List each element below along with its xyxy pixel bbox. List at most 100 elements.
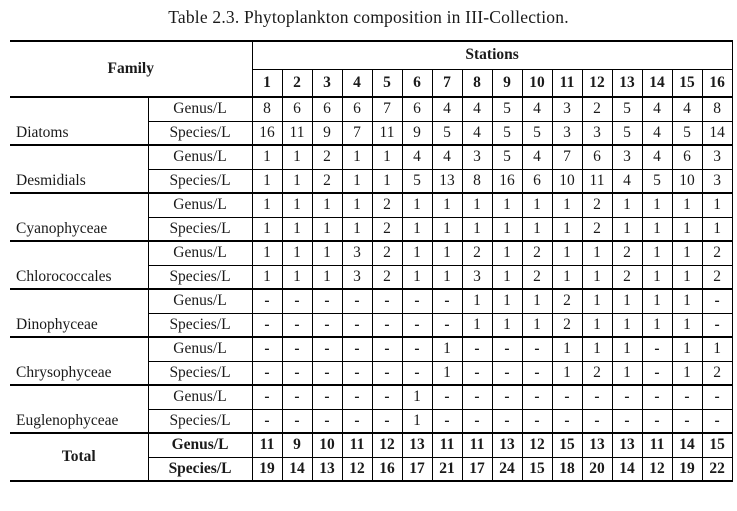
value-cell: 3 — [551, 97, 583, 122]
value-cell: - — [461, 361, 493, 386]
value-cell: - — [251, 409, 283, 434]
value-cell: 20 — [581, 457, 613, 482]
value-cell: 4 — [641, 97, 673, 122]
value-cell: 4 — [641, 121, 673, 146]
family-name-cell: Chlorococcales — [10, 241, 149, 290]
family-name-cell: Chrysophyceae — [10, 337, 149, 386]
value-cell: 1 — [461, 217, 493, 242]
station-column-header: 7 — [431, 69, 463, 98]
value-cell: 1 — [671, 217, 703, 242]
value-cell: 2 — [611, 241, 643, 266]
value-cell: - — [311, 409, 343, 434]
value-cell: 5 — [491, 145, 523, 170]
value-cell: 2 — [581, 193, 613, 218]
table-row-species: Species/L - - - - - - -1 1 1 2 1 1 1 1- — [10, 313, 733, 338]
document-page: Table 2.3. Phytoplankton composition in … — [0, 7, 737, 482]
value-cell: 14 — [701, 121, 733, 146]
value-cell: - — [521, 361, 553, 386]
value-cell: 16 — [251, 121, 283, 146]
value-cell: 11 — [641, 433, 673, 458]
value-cell: 1 — [401, 409, 433, 434]
value-cell: 10 — [671, 169, 703, 194]
value-cell: 14 — [671, 433, 703, 458]
table-row-species: Species/L 1 1 1 3 2 1 1 3 1 2 1 1 2 1 1 2 — [10, 265, 733, 290]
value-cell: 16 — [371, 457, 403, 482]
value-cell: 13 — [581, 433, 613, 458]
table-row-genus: Desmidials Genus/L 1 1 2 1 1 4 4 3 5 4 7 6 3 4 6 3 — [10, 145, 733, 194]
value-cell: - — [521, 385, 553, 410]
value-cell: - — [251, 289, 283, 314]
value-cell: 1 — [251, 265, 283, 290]
family-name-cell: Dinophyceae — [10, 289, 149, 338]
value-cell: - — [611, 385, 643, 410]
value-cell: 1 — [581, 241, 613, 266]
value-cell: 1 — [521, 193, 553, 218]
value-cell: 22 — [701, 457, 733, 482]
value-cell: 1 — [251, 217, 283, 242]
value-cell: - — [491, 361, 523, 386]
table-row-genus: Diatoms Genus/L 8 6 6 6 7 6 4 4 5 4 3 2 5 4 4 8 — [10, 97, 733, 146]
value-cell: 6 — [311, 97, 343, 122]
value-cell: 13 — [311, 457, 343, 482]
value-cell: 1 — [311, 193, 343, 218]
value-cell: 1 — [341, 193, 373, 218]
value-cell: 24 — [491, 457, 523, 482]
family-header-cell: Family — [10, 40, 253, 98]
station-column-header: 14 — [641, 69, 673, 98]
value-cell: 5 — [671, 121, 703, 146]
value-cell: 15 — [551, 433, 583, 458]
value-cell: 13 — [431, 169, 463, 194]
stations-header-cell: Stations — [252, 40, 733, 70]
value-cell: 12 — [341, 457, 373, 482]
value-cell: 2 — [371, 193, 403, 218]
value-cell: 3 — [581, 121, 613, 146]
value-cell: - — [581, 385, 613, 410]
value-cell: 1 — [401, 265, 433, 290]
value-cell: - — [371, 289, 403, 314]
value-cell: 1 — [401, 241, 433, 266]
value-cell: 1 — [491, 241, 523, 266]
value-cell: - — [641, 361, 673, 386]
value-cell: - — [311, 289, 343, 314]
value-cell: 4 — [431, 145, 463, 170]
value-cell: 5 — [611, 121, 643, 146]
value-cell: 1 — [701, 337, 733, 362]
station-column-header: 11 — [551, 69, 583, 98]
value-cell: 1 — [611, 289, 643, 314]
value-cell: - — [671, 385, 703, 410]
value-cell: 1 — [521, 289, 553, 314]
value-cell: 2 — [551, 289, 583, 314]
value-cell: 2 — [311, 169, 343, 194]
value-cell: - — [341, 289, 373, 314]
value-cell: 3 — [701, 145, 733, 170]
table-row-species: Species/L 19 14 13 12 16 17 21 17 24 15 18 20 14 12 19 2… — [10, 457, 733, 482]
value-cell: 15 — [701, 433, 733, 458]
value-cell: 8 — [251, 97, 283, 122]
value-cell: - — [371, 385, 403, 410]
value-cell: - — [341, 337, 373, 362]
value-cell: - — [251, 313, 283, 338]
value-cell: 1 — [401, 193, 433, 218]
value-cell: 2 — [701, 265, 733, 290]
value-cell: - — [371, 409, 403, 434]
value-cell: - — [521, 337, 553, 362]
value-cell: 1 — [551, 361, 583, 386]
value-cell: 1 — [491, 289, 523, 314]
row-label-cell: Species/L — [148, 217, 253, 242]
value-cell: 3 — [611, 145, 643, 170]
value-cell: 1 — [491, 313, 523, 338]
value-cell: 1 — [281, 217, 313, 242]
value-cell: - — [311, 337, 343, 362]
value-cell: - — [641, 337, 673, 362]
table-row-genus: Chrysophyceae Genus/L - - - - - -1- - -1 1 1-1 1 — [10, 337, 733, 386]
family-name-cell: Cyanophyceae — [10, 193, 149, 242]
value-cell: - — [401, 289, 433, 314]
value-cell: 1 — [431, 265, 463, 290]
value-cell: 1 — [641, 265, 673, 290]
value-cell: - — [641, 409, 673, 434]
value-cell: 11 — [341, 433, 373, 458]
value-cell: 1 — [341, 169, 373, 194]
value-cell: 1 — [581, 337, 613, 362]
value-cell: 8 — [701, 97, 733, 122]
value-cell: 2 — [551, 313, 583, 338]
